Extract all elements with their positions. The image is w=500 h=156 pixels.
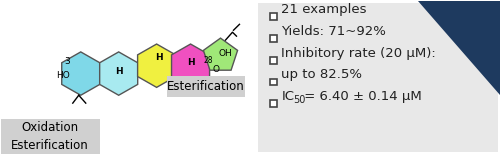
Text: 50: 50 bbox=[294, 95, 306, 105]
Text: 28: 28 bbox=[204, 56, 214, 65]
FancyBboxPatch shape bbox=[1, 119, 100, 154]
Text: H: H bbox=[186, 58, 194, 67]
FancyBboxPatch shape bbox=[270, 78, 278, 85]
Text: up to 82.5%: up to 82.5% bbox=[282, 68, 362, 81]
FancyBboxPatch shape bbox=[270, 100, 278, 107]
Polygon shape bbox=[204, 38, 238, 70]
Text: 3: 3 bbox=[64, 57, 70, 66]
Text: OH: OH bbox=[218, 49, 232, 58]
Polygon shape bbox=[62, 52, 100, 95]
Text: Inhibitory rate (20 μM):: Inhibitory rate (20 μM): bbox=[282, 47, 436, 60]
Text: O: O bbox=[212, 65, 220, 74]
FancyBboxPatch shape bbox=[270, 35, 278, 42]
Polygon shape bbox=[138, 44, 175, 87]
FancyBboxPatch shape bbox=[270, 57, 278, 64]
Polygon shape bbox=[418, 1, 500, 95]
Text: Esterification: Esterification bbox=[166, 80, 244, 93]
Text: = 6.40 ± 0.14 μM: = 6.40 ± 0.14 μM bbox=[300, 90, 422, 103]
FancyBboxPatch shape bbox=[258, 3, 498, 152]
Polygon shape bbox=[100, 52, 138, 95]
Text: Oxidation
Esterification: Oxidation Esterification bbox=[11, 121, 88, 152]
FancyBboxPatch shape bbox=[166, 76, 246, 97]
Text: H: H bbox=[155, 53, 162, 62]
Polygon shape bbox=[172, 44, 209, 87]
Text: 21 examples: 21 examples bbox=[282, 3, 367, 16]
Text: Yields: 71~92%: Yields: 71~92% bbox=[282, 25, 387, 38]
Text: HO: HO bbox=[56, 71, 70, 80]
Text: IC: IC bbox=[282, 90, 294, 103]
FancyBboxPatch shape bbox=[270, 13, 278, 20]
Text: H: H bbox=[115, 67, 122, 76]
